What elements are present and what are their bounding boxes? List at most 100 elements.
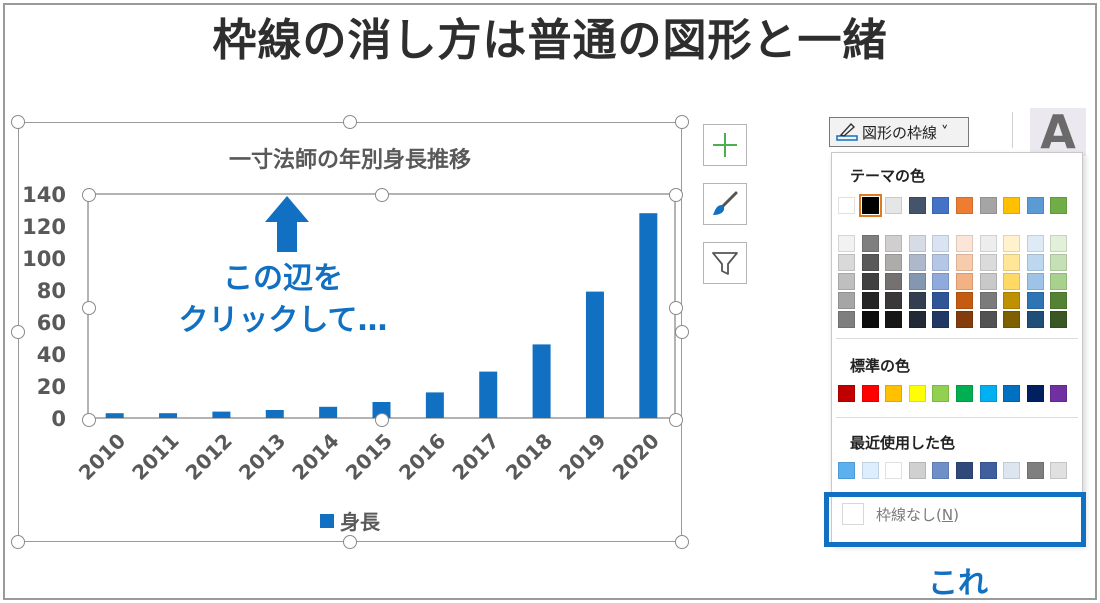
- plot-area-handle[interactable]: [669, 188, 683, 202]
- theme-shade-swatch[interactable]: [908, 254, 926, 271]
- theme-shade-swatch[interactable]: [861, 235, 879, 252]
- recent-color-swatch[interactable]: [956, 462, 973, 479]
- chart-area-handle[interactable]: [675, 325, 689, 339]
- plot-area-handle[interactable]: [375, 188, 389, 202]
- theme-shade-swatch[interactable]: [861, 254, 879, 271]
- plot-area-handle[interactable]: [82, 301, 96, 315]
- theme-shade-swatch[interactable]: [861, 311, 879, 328]
- theme-color-swatch[interactable]: [1003, 197, 1021, 214]
- theme-shade-swatch[interactable]: [1050, 292, 1068, 309]
- plot-area-handle[interactable]: [82, 188, 96, 202]
- standard-color-swatch[interactable]: [1003, 385, 1021, 402]
- theme-color-swatch[interactable]: [1050, 197, 1068, 214]
- recent-color-swatch[interactable]: [1050, 462, 1068, 479]
- theme-shade-swatch[interactable]: [1003, 254, 1021, 271]
- theme-color-swatch[interactable]: [979, 197, 997, 214]
- theme-shade-swatch[interactable]: [908, 292, 926, 309]
- standard-color-swatch[interactable]: [1026, 385, 1044, 402]
- theme-shade-swatch[interactable]: [1003, 292, 1021, 309]
- standard-color-swatch[interactable]: [838, 385, 855, 402]
- theme-shade-swatch[interactable]: [1026, 235, 1044, 252]
- theme-color-swatch[interactable]: [908, 197, 926, 214]
- theme-shade-swatch[interactable]: [932, 254, 950, 271]
- chart-area-handle[interactable]: [11, 535, 25, 549]
- standard-color-swatch[interactable]: [1050, 385, 1068, 402]
- bar[interactable]: [265, 410, 284, 418]
- chart-area-handle[interactable]: [11, 325, 25, 339]
- standard-color-swatch[interactable]: [885, 385, 903, 402]
- theme-color-swatch[interactable]: [932, 197, 950, 214]
- chart-filters-button[interactable]: [703, 242, 747, 284]
- plot-area-handle[interactable]: [669, 413, 683, 427]
- theme-color-swatch[interactable]: [1026, 197, 1044, 214]
- recent-color-swatch[interactable]: [932, 462, 950, 479]
- recent-color-swatch[interactable]: [1003, 462, 1021, 479]
- standard-color-swatch[interactable]: [861, 385, 879, 402]
- recent-color-swatch[interactable]: [861, 462, 879, 479]
- bar[interactable]: [479, 371, 498, 418]
- bar[interactable]: [585, 291, 604, 418]
- bar[interactable]: [159, 413, 178, 418]
- no-outline-option[interactable]: 枠線なし(N): [842, 503, 959, 525]
- theme-shade-swatch[interactable]: [956, 235, 973, 252]
- theme-color-swatch[interactable]: [858, 194, 882, 217]
- chart-title[interactable]: 一寸法師の年別身長推移: [228, 148, 471, 173]
- theme-shade-swatch[interactable]: [1026, 292, 1044, 309]
- text-style-button[interactable]: A: [1030, 105, 1086, 159]
- theme-shade-swatch[interactable]: [885, 311, 903, 328]
- theme-shade-swatch[interactable]: [979, 292, 997, 309]
- theme-shade-swatch[interactable]: [861, 292, 879, 309]
- bar[interactable]: [105, 413, 124, 418]
- standard-color-swatch[interactable]: [979, 385, 997, 402]
- theme-shade-swatch[interactable]: [908, 311, 926, 328]
- shape-outline-button[interactable]: 図形の枠線 ˅: [829, 117, 969, 147]
- standard-color-swatch[interactable]: [956, 385, 973, 402]
- chart-area-handle[interactable]: [11, 115, 25, 129]
- standard-color-swatch[interactable]: [908, 385, 926, 402]
- chart-legend[interactable]: 身長: [320, 506, 380, 535]
- theme-shade-swatch[interactable]: [1003, 235, 1021, 252]
- theme-shade-swatch[interactable]: [838, 273, 855, 290]
- theme-shade-swatch[interactable]: [932, 292, 950, 309]
- theme-shade-swatch[interactable]: [1026, 273, 1044, 290]
- theme-shade-swatch[interactable]: [1050, 311, 1068, 328]
- theme-shade-swatch[interactable]: [908, 273, 926, 290]
- theme-shade-swatch[interactable]: [979, 311, 997, 328]
- theme-shade-swatch[interactable]: [885, 235, 903, 252]
- chart-area-handle[interactable]: [675, 115, 689, 129]
- theme-shade-swatch[interactable]: [956, 311, 973, 328]
- plot-area-handle[interactable]: [82, 413, 96, 427]
- theme-shade-swatch[interactable]: [885, 292, 903, 309]
- bar[interactable]: [319, 406, 338, 418]
- bar[interactable]: [425, 392, 444, 418]
- theme-shade-swatch[interactable]: [932, 235, 950, 252]
- theme-shade-swatch[interactable]: [1050, 273, 1068, 290]
- theme-shade-swatch[interactable]: [1050, 254, 1068, 271]
- recent-color-swatch[interactable]: [979, 462, 997, 479]
- bar[interactable]: [532, 344, 551, 418]
- theme-shade-swatch[interactable]: [932, 273, 950, 290]
- theme-shade-swatch[interactable]: [979, 254, 997, 271]
- theme-shade-swatch[interactable]: [979, 273, 997, 290]
- theme-shade-swatch[interactable]: [956, 292, 973, 309]
- theme-shade-swatch[interactable]: [885, 273, 903, 290]
- plot-area-handle[interactable]: [375, 413, 389, 427]
- theme-shade-swatch[interactable]: [838, 292, 855, 309]
- recent-color-swatch[interactable]: [1026, 462, 1044, 479]
- theme-shade-swatch[interactable]: [1050, 235, 1068, 252]
- theme-shade-swatch[interactable]: [1003, 273, 1021, 290]
- standard-color-swatch[interactable]: [932, 385, 950, 402]
- recent-color-swatch[interactable]: [885, 462, 903, 479]
- plot-area-handle[interactable]: [669, 301, 683, 315]
- bar[interactable]: [639, 213, 658, 418]
- theme-shade-swatch[interactable]: [956, 273, 973, 290]
- theme-color-swatch[interactable]: [956, 197, 973, 214]
- theme-shade-swatch[interactable]: [979, 235, 997, 252]
- theme-shade-swatch[interactable]: [838, 311, 855, 328]
- theme-color-swatch[interactable]: [885, 197, 903, 214]
- recent-color-swatch[interactable]: [908, 462, 926, 479]
- theme-shade-swatch[interactable]: [956, 254, 973, 271]
- theme-color-swatch[interactable]: [838, 197, 855, 214]
- theme-shade-swatch[interactable]: [1026, 254, 1044, 271]
- chart-styles-button[interactable]: [703, 183, 747, 225]
